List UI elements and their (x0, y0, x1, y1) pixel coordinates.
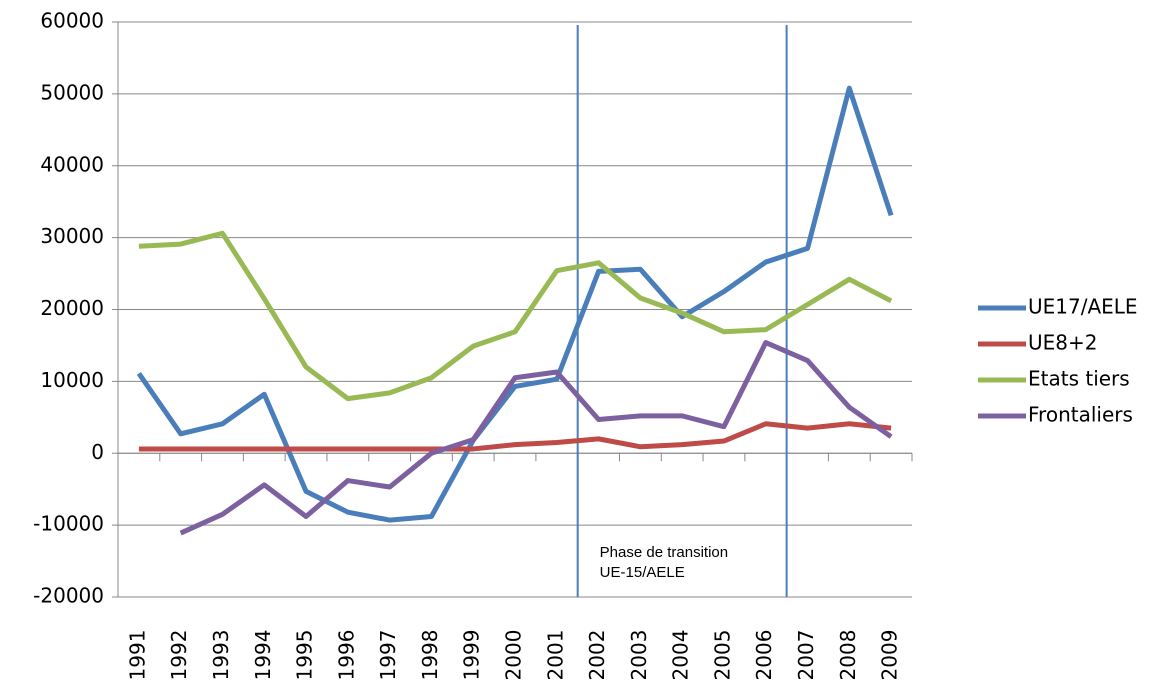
x-tick-label: 1995 (293, 630, 317, 679)
x-tick-label: 1999 (460, 630, 484, 679)
legend-label: Etats tiers (1028, 367, 1130, 391)
legend-label: Frontaliers (1028, 403, 1133, 427)
x-tick-label: 2003 (627, 630, 651, 679)
x-tick-label: 2007 (794, 630, 818, 679)
y-tick-label: 40000 (40, 152, 104, 176)
x-tick-label: 1998 (418, 630, 442, 679)
y-tick-label: 20000 (40, 296, 104, 320)
annotation: Phase de transition (600, 544, 728, 561)
x-tick-label: 2008 (836, 630, 860, 679)
y-tick-label: 30000 (40, 224, 104, 248)
x-tick-label: 2000 (502, 630, 526, 679)
x-tick-label: 1997 (376, 630, 400, 679)
x-tick-label: 1994 (251, 630, 275, 679)
y-tick-label: -20000 (33, 584, 104, 608)
x-tick-label: 2001 (543, 630, 567, 679)
x-tick-label: 1991 (125, 630, 149, 679)
x-tick-label: 2006 (752, 630, 776, 679)
x-tick-label: 1993 (209, 630, 233, 679)
x-tick-label: 1996 (334, 630, 358, 679)
y-tick-label: -10000 (33, 512, 104, 536)
series-line (138, 421, 892, 452)
y-tick-label: 10000 (40, 368, 104, 392)
series-line (138, 230, 893, 402)
y-tick-label: 60000 (40, 9, 104, 33)
x-tick-label: 2002 (585, 630, 609, 679)
x-tick-label: 1992 (167, 630, 191, 679)
y-tick-label: 50000 (40, 80, 104, 104)
series-line (136, 85, 894, 523)
legend-label: UE17/AELE (1028, 295, 1138, 319)
series-line (179, 340, 893, 536)
x-tick-label: 2005 (710, 630, 734, 679)
annotation: UE-15/AELE (600, 564, 685, 581)
x-tick-label: 2004 (669, 630, 693, 679)
x-tick-label: 2009 (878, 630, 902, 679)
y-tick-label: 0 (91, 440, 104, 464)
legend-label: UE8+2 (1028, 331, 1097, 355)
